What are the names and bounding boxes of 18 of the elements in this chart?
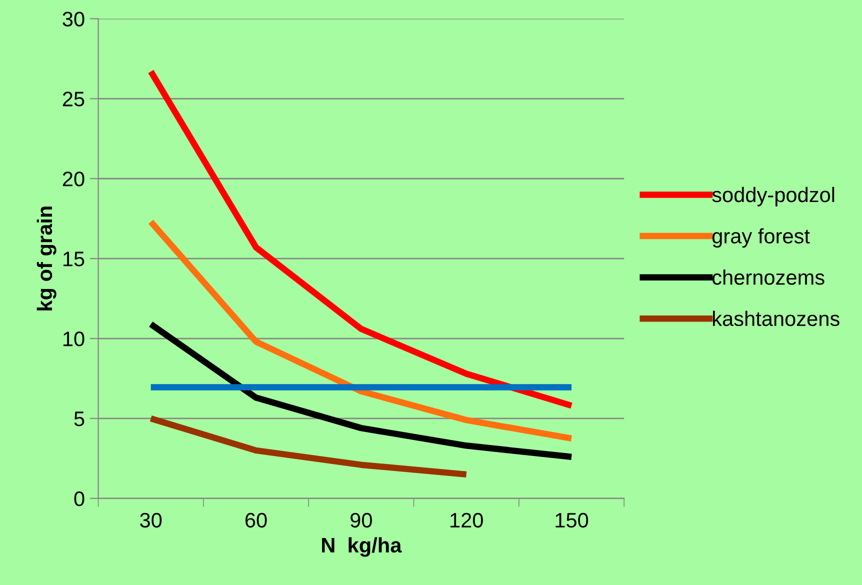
legend-label: soddy-podzol (712, 186, 834, 206)
x-axis-title: N kg/ha (322, 537, 402, 557)
y-tick-label: 20 (62, 172, 84, 186)
legend-label: gray forest (712, 228, 810, 248)
y-tick-label: 10 (63, 332, 84, 346)
y-tick-label: 15 (63, 252, 84, 266)
x-tick-label: 150 (556, 512, 588, 528)
x-tick-label: 120 (450, 512, 483, 528)
y-axis-title: kg of grain (36, 206, 56, 310)
x-tick-label: 90 (350, 512, 372, 528)
y-tick-label: 30 (62, 12, 84, 26)
y-tick-label: 5 (74, 412, 84, 426)
y-tick-label: 25 (62, 92, 84, 106)
y-tick-label: 0 (74, 491, 84, 506)
legend-label: chernozems (712, 270, 824, 285)
x-tick-label: 60 (245, 512, 267, 528)
x-tick-label: 30 (140, 512, 162, 528)
legend-label: kashtanozens (712, 310, 840, 326)
